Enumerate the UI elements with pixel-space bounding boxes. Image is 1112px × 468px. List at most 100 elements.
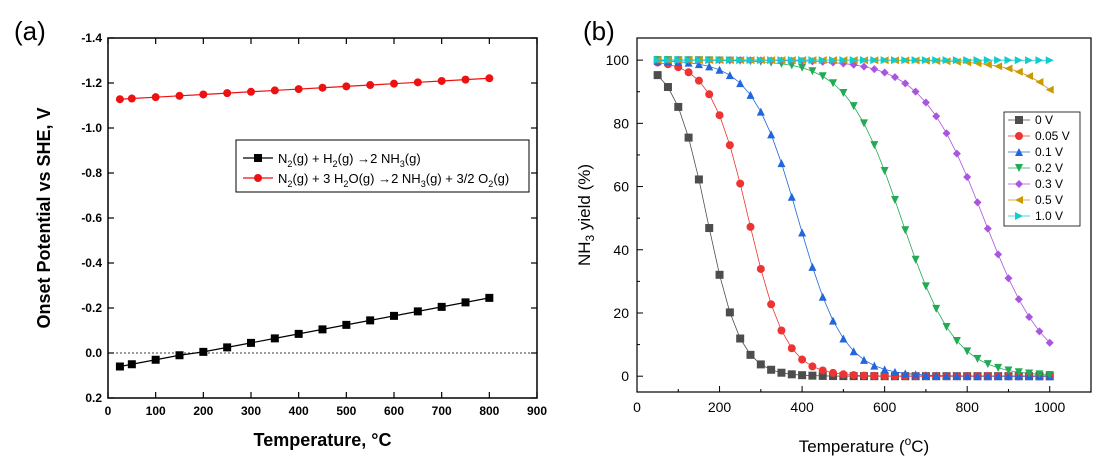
data-point-b-2 [715, 65, 724, 74]
data-point-b-2 [952, 371, 961, 380]
data-point-b-4 [932, 112, 941, 121]
data-point-b-2 [901, 369, 910, 378]
data-point-b-2 [725, 71, 734, 80]
x-tick-label-a: 0 [105, 404, 112, 418]
y-tick-label-a: -0.4 [81, 256, 102, 270]
panel-label-a: (a) [14, 16, 46, 46]
series-line-a-0 [119, 297, 490, 368]
data-point-b-1 [808, 362, 817, 371]
x-axis-title-a: Temperature, °C [254, 430, 392, 450]
data-point-b-5 [1045, 85, 1054, 94]
legend-label-a-1-part: (g) [493, 171, 509, 186]
legend-label-a-1: N2(g) + 3 H2O(g) →2 NH3(g) + 3/2 O2(g) [278, 171, 509, 189]
data-point-b-4 [1014, 295, 1023, 304]
data-point-b-6 [705, 56, 714, 65]
legend-label-a-1-part: (g) + 3 H [292, 171, 343, 186]
legend-label-b-2: 0.1 V [1035, 145, 1063, 159]
y-tick-label-a: -0.2 [81, 301, 102, 315]
legend-label-a-0-part: (g) + H [292, 151, 332, 166]
data-point-b-1 [860, 371, 868, 380]
data-point-b-3 [994, 363, 1003, 372]
data-point-b-6 [787, 56, 796, 65]
data-point-b-6 [1035, 56, 1044, 65]
data-point-b-0 [653, 71, 662, 80]
data-point-a-1 [199, 90, 208, 99]
y-tick-label-b: 0 [621, 368, 629, 384]
data-point-b-2 [890, 367, 899, 376]
legend-label-a-0-part: 2 [287, 159, 292, 169]
x-tick-label-a: 600 [384, 404, 404, 418]
data-point-b-3 [911, 255, 920, 264]
data-point-b-3 [973, 354, 982, 363]
plot-frame-a [107, 37, 538, 399]
x-axis-title-b: Temperature (oC) [799, 434, 929, 456]
data-point-b-1 [880, 371, 889, 380]
data-point-b-0 [715, 270, 724, 279]
legend-marker-b-4 [1015, 180, 1023, 188]
legend-label-a-1-part: 2 NH [391, 171, 421, 186]
data-point-b-6 [1045, 56, 1054, 65]
data-point-a-1 [270, 86, 279, 95]
y-tick-label-b: 100 [606, 52, 630, 68]
data-point-a-1 [342, 82, 351, 91]
legend-label-a-0-part: 2 NH [370, 151, 400, 166]
data-point-b-6 [715, 56, 724, 65]
data-point-b-6 [684, 56, 693, 65]
data-point-b-1 [684, 68, 693, 77]
data-point-b-3 [870, 141, 879, 150]
data-point-b-2 [942, 371, 951, 380]
legend-label-a-1-part: 2 [343, 179, 348, 189]
x-tick-label-b: 200 [708, 399, 732, 415]
data-point-b-0 [736, 334, 745, 343]
data-point-a-0 [223, 343, 232, 352]
data-point-b-3 [860, 119, 868, 128]
data-point-b-4 [901, 79, 910, 88]
data-point-b-5 [973, 59, 982, 68]
series-line-a-1 [119, 77, 490, 100]
data-point-a-1 [127, 94, 136, 103]
data-point-b-0 [808, 371, 817, 380]
panel-a-chart: (a) 0 100 200 300 400 500 600 700 800 900 0.2 0.0 -0.… [14, 16, 547, 450]
data-point-b-1 [756, 264, 765, 273]
data-point-b-6 [870, 56, 879, 65]
legend-label-a-0-part: 2 [333, 159, 338, 169]
data-point-b-2 [777, 159, 786, 168]
y-tick-label-a: -0.8 [81, 166, 102, 180]
data-point-a-1 [461, 75, 470, 84]
y-tick-label-a: -1.2 [81, 76, 102, 90]
data-point-b-6 [994, 56, 1003, 65]
legend-marker-b-2 [1015, 148, 1023, 156]
data-point-b-3 [921, 282, 930, 291]
x-tick-label-a: 200 [193, 404, 213, 418]
x-tick-label-b: 1000 [1034, 399, 1065, 415]
data-point-b-6 [963, 56, 972, 65]
data-point-b-5 [994, 62, 1003, 71]
data-point-b-6 [942, 56, 951, 65]
legend-label-a-1-part: → [378, 171, 391, 186]
x-tick-label-a: 100 [146, 404, 166, 418]
data-point-b-2 [756, 107, 765, 116]
legend-label-a-0-part: → [357, 151, 370, 166]
data-point-b-2 [983, 372, 992, 381]
legend-label-a-1-part: N [278, 171, 287, 186]
data-point-a-0 [115, 362, 124, 371]
data-point-b-3 [1025, 369, 1034, 378]
x-axis-title-b-part: Temperature ( [799, 437, 905, 456]
y-tick-label-a: -1.4 [81, 31, 102, 45]
data-point-b-6 [932, 56, 941, 65]
data-point-a-1 [294, 85, 303, 94]
data-point-a-0 [437, 302, 446, 311]
data-point-b-5 [1025, 72, 1034, 81]
data-point-b-3 [829, 79, 838, 88]
data-point-b-1 [818, 366, 827, 375]
legend-label-b-3: 0.2 V [1035, 161, 1063, 175]
data-point-b-2 [1004, 372, 1013, 381]
y-tick-label-a: -1.0 [81, 121, 102, 135]
data-point-b-1 [777, 326, 786, 335]
data-point-b-6 [952, 56, 961, 65]
data-point-b-6 [860, 56, 868, 65]
legend-marker-b-1 [1015, 132, 1023, 140]
legend-marker-b-0 [1015, 116, 1023, 124]
data-point-b-6 [694, 56, 703, 65]
